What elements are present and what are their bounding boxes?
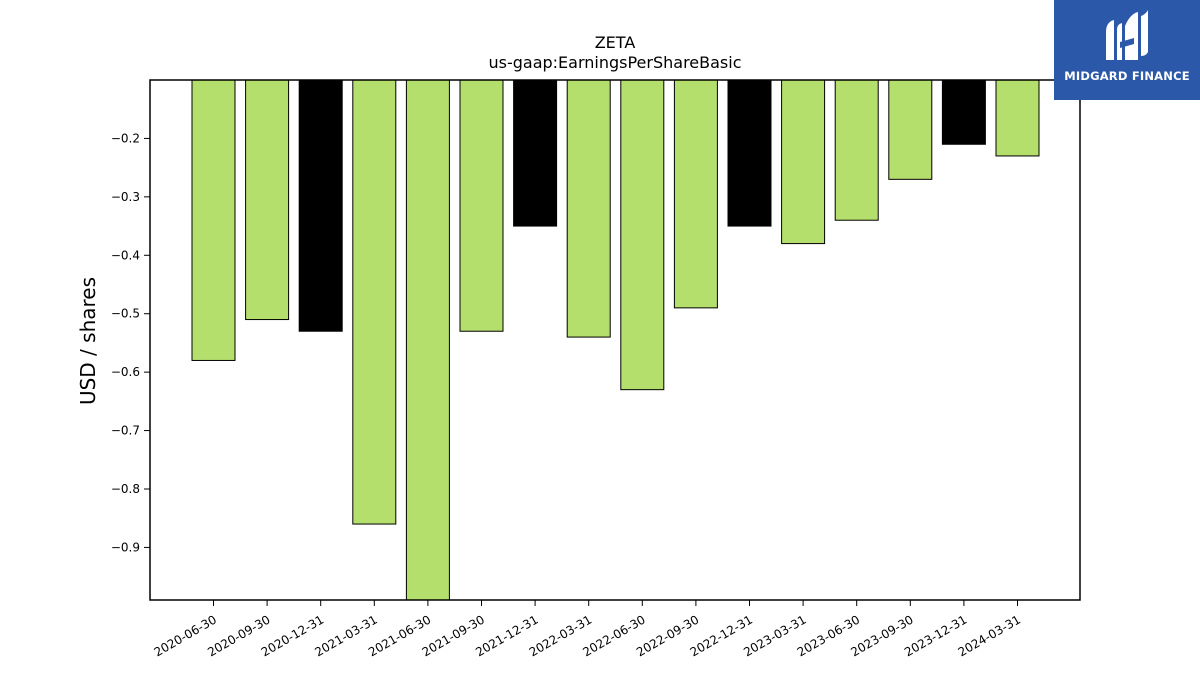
bar-2021-03-31 xyxy=(352,79,397,525)
bar-2020-09-30 xyxy=(245,79,290,321)
bar-2023-09-30 xyxy=(888,79,933,180)
bar-2021-06-30 xyxy=(405,79,450,601)
plot-frame xyxy=(149,79,1081,601)
bar-2020-12-31 xyxy=(298,79,343,332)
y-tick-label: −0.6 xyxy=(111,365,140,379)
y-tick-label: −0.3 xyxy=(111,190,140,204)
y-tick-label: −0.2 xyxy=(111,131,140,145)
bar-2022-06-30 xyxy=(620,79,665,391)
x-ticks: 2020-06-302020-09-302020-12-312021-03-31… xyxy=(152,600,1023,659)
logo-text: MIDGARD FINANCE xyxy=(1064,69,1190,83)
y-tick-label: −0.9 xyxy=(111,540,140,554)
y-tick-label: −0.7 xyxy=(111,424,140,438)
y-tick-label: −0.4 xyxy=(111,248,140,262)
bars xyxy=(191,79,1040,601)
bar-2023-12-31 xyxy=(941,79,986,145)
y-ticks: −0.2 −0.3 −0.4 −0.5 −0.6 −0.7 −0.8 −0.9 xyxy=(111,131,150,554)
midgard-finance-logo: MIDGARD FINANCE xyxy=(1054,0,1200,100)
bar-2022-09-30 xyxy=(673,79,718,309)
chart-subtitle: us-gaap:EarningsPerShareBasic xyxy=(488,53,741,72)
y-tick-label: −0.5 xyxy=(111,307,140,321)
bar-2022-03-31 xyxy=(566,79,611,338)
bar-2023-06-30 xyxy=(834,79,879,221)
midgard-finance-logo-icon xyxy=(1106,10,1148,60)
chart-title: ZETA xyxy=(595,33,636,52)
bar-2024-03-31 xyxy=(995,79,1040,157)
bar-2022-12-31 xyxy=(727,79,772,227)
bar-2021-12-31 xyxy=(513,79,558,227)
y-axis-label: USD / shares xyxy=(76,277,100,405)
bar-2020-06-30 xyxy=(191,79,236,361)
bar-2021-09-30 xyxy=(459,79,504,332)
bar-2023-03-31 xyxy=(781,79,826,245)
y-tick-label: −0.8 xyxy=(111,482,140,496)
